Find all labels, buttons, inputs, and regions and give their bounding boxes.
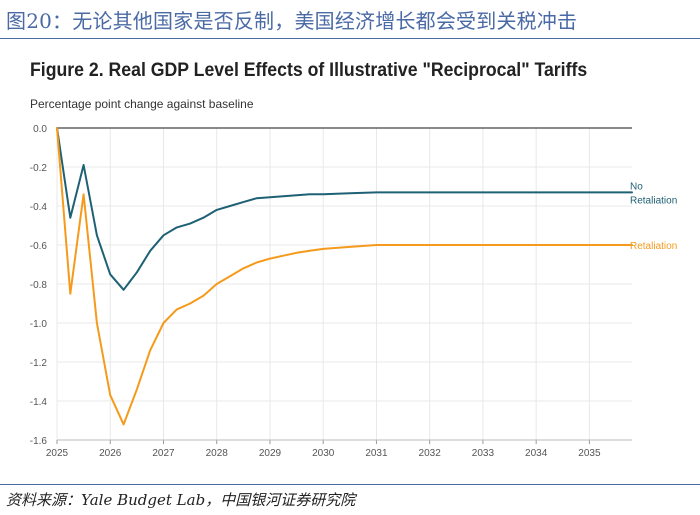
x-tick-label: 2030 — [312, 448, 335, 459]
source-note: 资料来源：Yale Budget Lab，中国银河证券研究院 — [6, 491, 356, 509]
y-tick-label: -1.0 — [30, 319, 48, 330]
x-tick-label: 2027 — [152, 448, 175, 459]
y-tick-label: -0.2 — [30, 163, 48, 174]
x-tick-label: 2029 — [259, 448, 282, 459]
x-tick-label: 2026 — [99, 448, 122, 459]
series-label-retaliation: Retaliation — [630, 241, 677, 252]
figure-caption: 图20：无论其他国家是否反制，美国经济增长都会受到关税冲击 — [6, 9, 578, 33]
x-tick-label: 2025 — [46, 448, 69, 459]
y-tick-label: -1.4 — [30, 397, 48, 408]
series-line-retaliation — [56, 127, 633, 426]
y-axis-label: Percentage point change against baseline — [30, 97, 254, 111]
header-divider — [0, 38, 700, 39]
chart-panel: Figure 2. Real GDP Level Effects of Illu… — [0, 40, 700, 480]
x-tick-label: 2031 — [365, 448, 388, 459]
x-tick-label: 2032 — [419, 448, 442, 459]
y-tick-label: -0.4 — [30, 202, 48, 213]
x-tick-label: 2034 — [525, 448, 548, 459]
series-label-no-retaliation: No — [630, 181, 643, 192]
x-tick-label: 2028 — [206, 448, 229, 459]
footer-divider — [0, 484, 700, 485]
chart-title: Figure 2. Real GDP Level Effects of Illu… — [30, 60, 588, 81]
page-header: 图20：无论其他国家是否反制，美国经济增长都会受到关税冲击 — [0, 0, 700, 39]
y-tick-label: 0.0 — [33, 124, 47, 135]
x-tick-label: 2035 — [578, 448, 601, 459]
y-tick-label: -1.2 — [30, 358, 48, 369]
y-tick-label: -0.6 — [30, 241, 48, 252]
series-label-no-retaliation: Retaliation — [630, 195, 677, 206]
series-line-no-retaliation — [56, 127, 633, 291]
y-tick-label: -1.6 — [30, 436, 48, 447]
y-tick-label: -0.8 — [30, 280, 48, 291]
x-tick-label: 2033 — [472, 448, 495, 459]
